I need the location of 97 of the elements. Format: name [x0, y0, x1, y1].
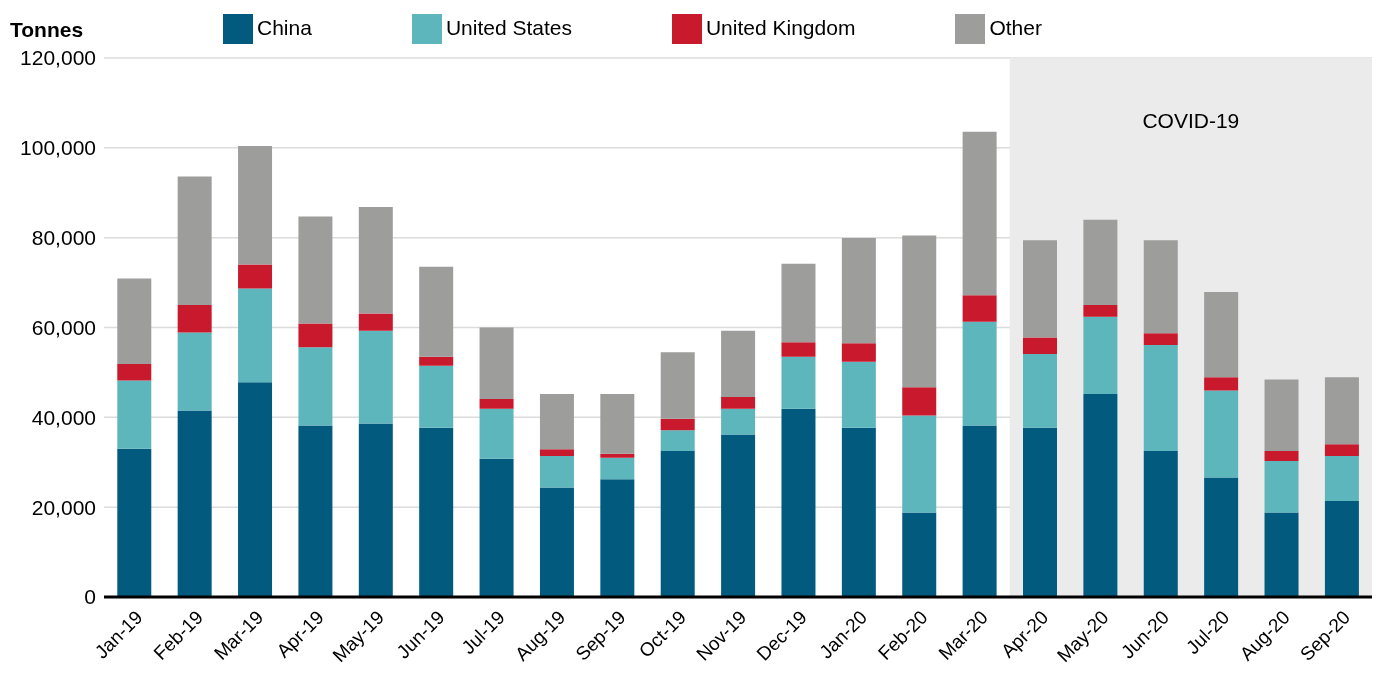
bar: [1324, 444, 1359, 456]
bar: [177, 332, 212, 411]
bar: [117, 278, 152, 364]
bar: [419, 266, 454, 357]
bar: [660, 418, 695, 431]
bar: [1143, 451, 1178, 597]
bar: [479, 408, 514, 459]
bar: [419, 427, 454, 597]
legend-label: United States: [445, 15, 572, 39]
y-tick-label: 40,000: [31, 405, 96, 429]
bar: [841, 238, 876, 344]
bar: [238, 382, 273, 597]
bar: [781, 408, 816, 597]
bar: [1083, 316, 1118, 394]
bar: [1143, 333, 1178, 346]
bar: [721, 397, 756, 409]
bar: [238, 288, 273, 383]
bar: [600, 453, 635, 458]
bar: [660, 352, 695, 419]
bar: [1023, 337, 1057, 354]
bar: [781, 342, 816, 357]
bar: [1204, 477, 1239, 597]
bar: [721, 408, 756, 435]
bar: [962, 295, 997, 322]
bar: [1023, 240, 1057, 338]
legend-label: Other: [989, 15, 1042, 39]
bar: [962, 131, 997, 296]
band-label: COVID-19: [1142, 108, 1240, 132]
bar: [479, 458, 514, 597]
bar: [539, 393, 574, 450]
bar: [1204, 377, 1239, 391]
bar: [1204, 292, 1239, 378]
bar: [298, 323, 333, 348]
y-tick-label: 120,000: [20, 46, 96, 70]
legend-label: China: [257, 15, 312, 39]
bar: [539, 449, 574, 456]
bar: [298, 425, 333, 597]
bar: [298, 347, 333, 426]
bar: [479, 398, 514, 409]
y-axis-title: Tonnes: [10, 18, 84, 42]
bar: [841, 361, 876, 428]
bar: [781, 263, 816, 343]
bar: [238, 264, 273, 289]
bar: [1023, 354, 1057, 428]
bar: [660, 451, 695, 597]
bar: [1324, 500, 1359, 597]
bar: [419, 356, 454, 366]
bar: [841, 343, 876, 362]
bar: [358, 313, 393, 331]
bar: [117, 363, 152, 381]
bar: [1324, 377, 1359, 445]
bar: [1023, 427, 1057, 597]
bar: [721, 434, 756, 597]
bar: [1264, 451, 1299, 461]
bar: [962, 321, 997, 426]
bar: [1083, 305, 1118, 317]
y-tick-label: 60,000: [31, 315, 96, 339]
bar: [1083, 393, 1118, 597]
bar: [177, 410, 212, 597]
bar: [660, 430, 695, 452]
bar: [238, 146, 273, 265]
bar: [600, 457, 635, 480]
bar: [1264, 379, 1299, 452]
bar: [841, 427, 876, 597]
bar: [1204, 390, 1239, 478]
bar: [117, 380, 152, 449]
bar: [298, 216, 333, 324]
bar: [1264, 460, 1299, 513]
bar: [1143, 240, 1178, 334]
bar: [781, 356, 816, 409]
y-tick-label: 80,000: [31, 226, 96, 250]
bar: [902, 415, 937, 513]
bar: [479, 327, 514, 399]
y-tick-label: 0: [84, 585, 96, 609]
bar: [117, 448, 152, 597]
bar: [902, 387, 937, 416]
bar: [1143, 345, 1178, 452]
bar: [539, 455, 574, 488]
bar: [600, 479, 635, 597]
bar: [358, 330, 393, 424]
bar: [539, 487, 574, 597]
bar: [902, 512, 937, 597]
legend-label: United Kingdom: [705, 15, 856, 39]
bar: [600, 393, 635, 454]
bar: [1083, 219, 1118, 306]
bar: [177, 176, 212, 306]
bar: [962, 425, 997, 597]
bar: [358, 207, 393, 314]
bar: [1264, 512, 1299, 597]
bar: [358, 423, 393, 597]
y-tick-label: 20,000: [31, 495, 96, 519]
bar: [1324, 455, 1359, 501]
bar: [419, 365, 454, 428]
bar: [721, 330, 756, 398]
y-tick-label: 100,000: [20, 136, 96, 160]
bar: [902, 235, 937, 388]
bar: [177, 305, 212, 333]
